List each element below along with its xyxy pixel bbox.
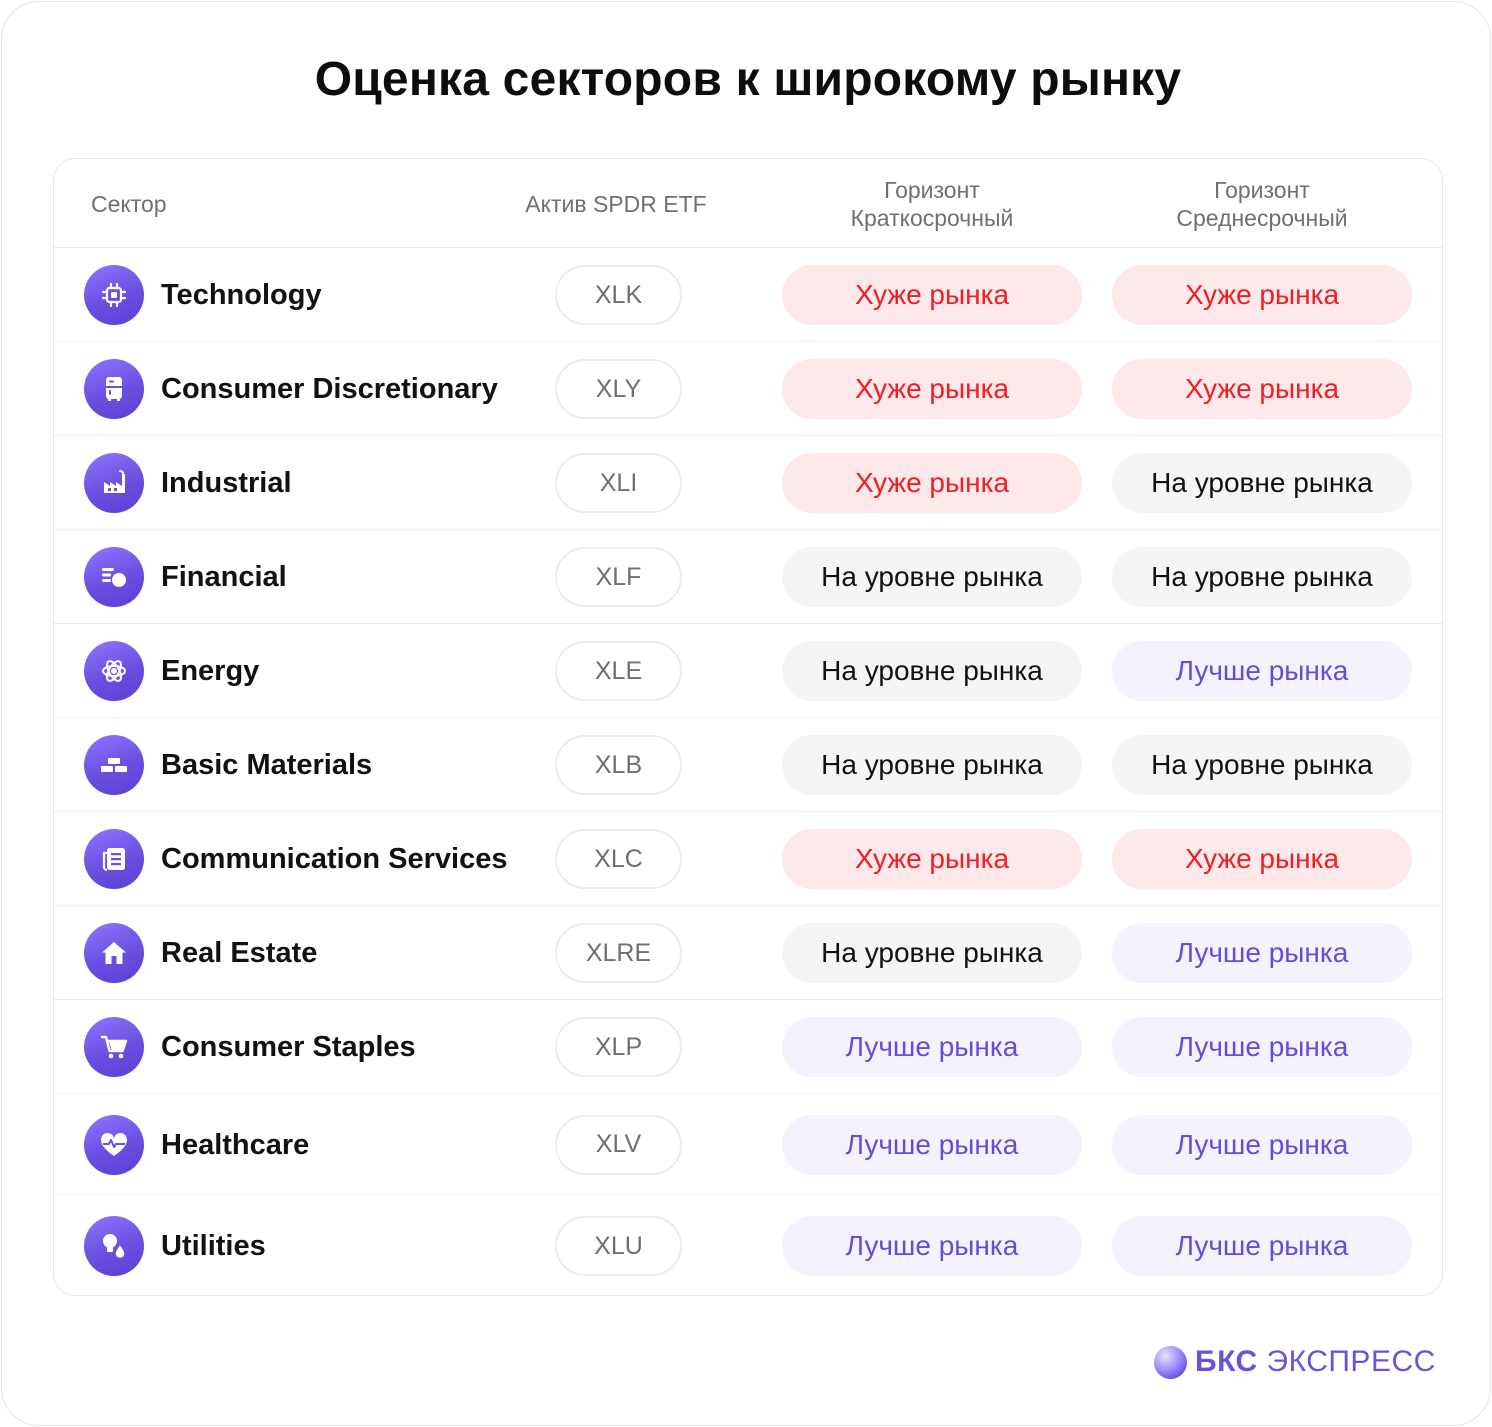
short-horizon-status-badge: Лучше рынка [782, 1114, 1082, 1175]
table-row: Consumer Discretionary XLY Хуже рынка Хуже … [54, 342, 1442, 436]
coins-icon [84, 547, 144, 607]
mid-horizon-status-badge: На уровне рынка [1112, 453, 1412, 513]
short-horizon-status-badge: На уровне рынка [782, 735, 1082, 795]
header-mid-line2: Среднесрочный [1176, 205, 1348, 231]
header-short-horizon: Горизонт Краткосрочный [783, 176, 1081, 232]
short-horizon-status-badge: Хуже рынка [782, 829, 1082, 889]
sector-name-basic-materials: Basic Materials [161, 749, 373, 781]
etf-ticker-badge: XLF [555, 547, 682, 607]
header-short-line2: Краткосрочный [850, 205, 1014, 231]
cart-icon [84, 1017, 144, 1077]
etf-ticker-badge: XLRE [555, 923, 682, 983]
etf-ticker-badge: XLK [555, 265, 682, 325]
short-horizon-status-badge: На уровне рынка [782, 923, 1082, 983]
mid-horizon-status-badge: На уровне рынка [1112, 735, 1412, 795]
mid-horizon-status-badge: Хуже рынка [1112, 829, 1412, 889]
mid-horizon-status-badge: Лучше рынка [1112, 1216, 1412, 1276]
mid-horizon-status-badge: На уровне рынка [1112, 547, 1412, 607]
etf-ticker-badge: XLI [555, 453, 682, 513]
brand-sphere-icon [1154, 1345, 1187, 1379]
header-short-line1: Горизонт [884, 177, 980, 203]
bulb-drop-icon [84, 1216, 144, 1276]
brand-name: БКС ЭКСПРЕСС [1195, 1345, 1436, 1379]
short-horizon-status-badge: Лучше рынка [782, 1017, 1082, 1077]
mid-horizon-status-badge: Лучше рынка [1112, 1114, 1412, 1175]
brand-name-regular: ЭКСПРЕСС [1266, 1345, 1436, 1378]
sector-name-real-estate: Real Estate [161, 937, 318, 969]
short-horizon-status-badge: На уровне рынка [782, 547, 1082, 607]
table-row: Basic Materials XLB На уровне рынка На уров… [54, 718, 1442, 812]
table-row: Industrial XLI Хуже рынка На уровне рынка [54, 436, 1442, 530]
sector-name-utilities: Utilities [161, 1230, 266, 1262]
sector-name-technology: Technology [161, 279, 322, 311]
header-mid-line1: Горизонт [1214, 177, 1310, 203]
table-row: Communication Services XLC Хуже рынка Хуже … [54, 812, 1442, 906]
table-header: Сектор Актив SPDR ETF Горизонт Краткосро… [54, 159, 1442, 248]
etf-ticker-badge: XLP [555, 1017, 682, 1077]
newspaper-icon [84, 829, 144, 889]
short-horizon-status-badge: На уровне рынка [782, 641, 1082, 701]
mid-horizon-status-badge: Хуже рынка [1112, 359, 1412, 419]
table-row: Technology XLK Хуже рынка Хуже рынка [54, 248, 1442, 342]
sector-name-industrial: Industrial [161, 467, 292, 499]
short-horizon-status-badge: Лучше рынка [782, 1216, 1082, 1276]
brand-name-bold: БКС [1195, 1345, 1258, 1378]
factory-icon [84, 453, 144, 513]
etf-ticker-badge: XLB [555, 735, 682, 795]
mid-horizon-status-badge: Хуже рынка [1112, 265, 1412, 325]
table-row: Consumer Staples XLP Лучше рынка Лучше рынк… [54, 1000, 1442, 1094]
mid-horizon-status-badge: Лучше рынка [1112, 923, 1412, 983]
page-title: Оценка секторов к широкому рынку [314, 53, 1182, 106]
brand-logo: БКС ЭКСПРЕСС [1154, 1342, 1436, 1382]
sector-name-consumer-staples: Consumer Staples [161, 1031, 416, 1063]
sector-name-energy: Energy [161, 655, 260, 687]
table-row: Utilities XLU Лучше рынка Лучше рынка [54, 1195, 1442, 1295]
sector-name-communication-services: Communication Services [161, 843, 508, 875]
etf-ticker-badge: XLC [555, 829, 682, 889]
etf-ticker-badge: XLE [555, 641, 682, 701]
short-horizon-status-badge: Хуже рынка [782, 359, 1082, 419]
short-horizon-status-badge: Хуже рынка [782, 265, 1082, 325]
bricks-icon [84, 735, 144, 795]
table-row: Energy XLE На уровне рынка Лучше рынка [54, 624, 1442, 718]
header-sector: Сектор [91, 191, 167, 217]
header-etf: Актив SPDR ETF [525, 191, 707, 217]
sector-name-financial: Financial [161, 561, 287, 593]
chip-icon [84, 265, 144, 325]
mid-horizon-status-badge: Лучше рынка [1112, 641, 1412, 701]
mid-horizon-status-badge: Лучше рынка [1112, 1017, 1412, 1077]
sector-name-consumer-discretionary: Consumer Discretionary [161, 373, 498, 405]
short-horizon-status-badge: Хуже рынка [782, 453, 1082, 513]
etf-ticker-badge: XLU [555, 1216, 682, 1276]
table-row: Healthcare XLV Лучше рынка Лучше рынка [54, 1094, 1442, 1195]
heart-pulse-icon [84, 1114, 144, 1175]
atom-icon [84, 641, 144, 701]
sector-name-healthcare: Healthcare [161, 1128, 310, 1161]
appliance-icon [84, 359, 144, 419]
etf-ticker-badge: XLV [555, 1114, 682, 1175]
table-row: Financial XLF На уровне рынка На уровне рын… [54, 530, 1442, 624]
etf-ticker-badge: XLY [555, 359, 682, 419]
table-row: Real Estate XLRE На уровне рынка Лучше рынк… [54, 906, 1442, 1000]
house-icon [84, 923, 144, 983]
sector-table: Сектор Актив SPDR ETF Горизонт Краткосро… [53, 158, 1443, 1296]
header-mid-horizon: Горизонт Среднесрочный [1113, 176, 1411, 232]
